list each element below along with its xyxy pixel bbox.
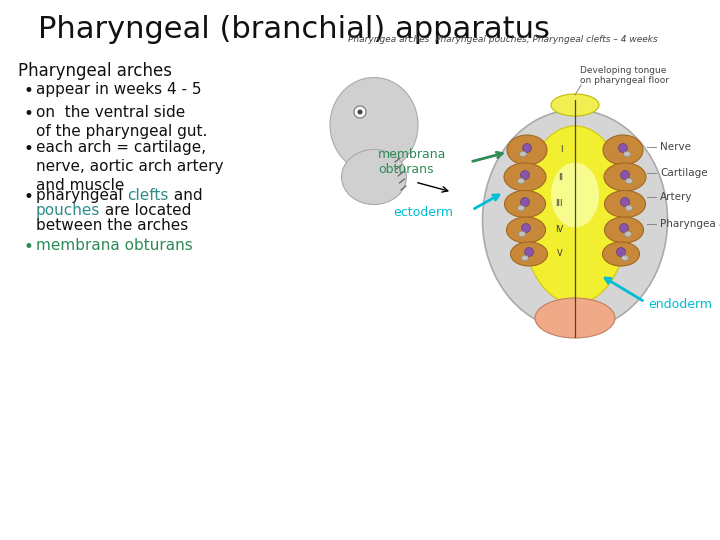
Text: pouches: pouches xyxy=(36,203,100,218)
Circle shape xyxy=(524,247,534,256)
Ellipse shape xyxy=(518,178,524,184)
Circle shape xyxy=(619,224,629,233)
Ellipse shape xyxy=(341,150,407,205)
Text: III: III xyxy=(556,199,563,208)
Text: Developing tongue
on pharyngeal floor: Developing tongue on pharyngeal floor xyxy=(580,65,669,85)
Ellipse shape xyxy=(507,135,547,165)
Ellipse shape xyxy=(621,255,629,261)
Circle shape xyxy=(618,144,628,152)
Text: •: • xyxy=(24,140,34,158)
Ellipse shape xyxy=(604,163,646,191)
Text: Artery: Artery xyxy=(660,192,693,202)
Text: Pharyngea arches  Pharyngeal pouches, Pharyngeal clefts – 4 weeks: Pharyngea arches Pharyngeal pouches, Pha… xyxy=(348,35,658,44)
Ellipse shape xyxy=(510,242,547,266)
Text: V: V xyxy=(557,249,563,259)
Ellipse shape xyxy=(330,78,418,172)
Text: each arch = cartilage,
nerve, aortic arch artery
and muscle: each arch = cartilage, nerve, aortic arc… xyxy=(36,140,223,193)
Text: are located: are located xyxy=(100,203,192,218)
Text: Pharyngeal (branchial) apparatus: Pharyngeal (branchial) apparatus xyxy=(38,15,550,44)
Circle shape xyxy=(616,247,626,256)
Text: II: II xyxy=(558,172,563,181)
Ellipse shape xyxy=(482,110,667,330)
Text: ectoderm: ectoderm xyxy=(393,206,453,219)
Circle shape xyxy=(523,144,531,152)
Ellipse shape xyxy=(504,163,546,191)
Ellipse shape xyxy=(626,178,632,184)
Ellipse shape xyxy=(603,135,643,165)
Text: IV: IV xyxy=(554,226,563,234)
Text: I: I xyxy=(560,145,563,154)
Text: on  the ventral side
of the pharyngeal gut.: on the ventral side of the pharyngeal gu… xyxy=(36,105,207,139)
Ellipse shape xyxy=(624,151,631,157)
Text: and: and xyxy=(169,188,202,203)
Circle shape xyxy=(621,171,629,179)
Text: between the arches: between the arches xyxy=(36,218,188,233)
Ellipse shape xyxy=(551,163,599,227)
Ellipse shape xyxy=(520,151,526,157)
Text: appear in weeks 4 - 5: appear in weeks 4 - 5 xyxy=(36,82,202,97)
Text: membrana obturans: membrana obturans xyxy=(36,238,193,253)
Ellipse shape xyxy=(518,231,526,237)
Text: Cartilage: Cartilage xyxy=(660,168,708,178)
Circle shape xyxy=(521,198,529,206)
Ellipse shape xyxy=(506,217,546,243)
Text: Pharyngea arches: Pharyngea arches xyxy=(660,219,720,229)
Text: Pharyngeal arches: Pharyngeal arches xyxy=(18,62,172,80)
Ellipse shape xyxy=(551,94,599,116)
Circle shape xyxy=(521,224,531,233)
Circle shape xyxy=(521,171,529,179)
Ellipse shape xyxy=(626,205,632,211)
Ellipse shape xyxy=(518,205,524,211)
Text: endoderm: endoderm xyxy=(648,298,712,310)
Ellipse shape xyxy=(521,255,528,261)
Circle shape xyxy=(354,106,366,118)
Ellipse shape xyxy=(624,231,631,237)
Ellipse shape xyxy=(505,191,546,218)
Text: •: • xyxy=(24,82,34,100)
Text: clefts: clefts xyxy=(127,188,169,203)
Text: pharyngeal: pharyngeal xyxy=(36,188,127,203)
Ellipse shape xyxy=(603,242,639,266)
Circle shape xyxy=(358,110,362,114)
Text: •: • xyxy=(24,238,34,256)
Circle shape xyxy=(621,198,629,206)
Ellipse shape xyxy=(605,191,646,218)
Ellipse shape xyxy=(605,217,644,243)
Text: •: • xyxy=(24,188,34,206)
Text: •: • xyxy=(24,105,34,123)
Text: Nerve: Nerve xyxy=(660,142,691,152)
Ellipse shape xyxy=(521,126,629,304)
Ellipse shape xyxy=(535,298,615,338)
Text: membrana
obturans: membrana obturans xyxy=(378,148,446,176)
